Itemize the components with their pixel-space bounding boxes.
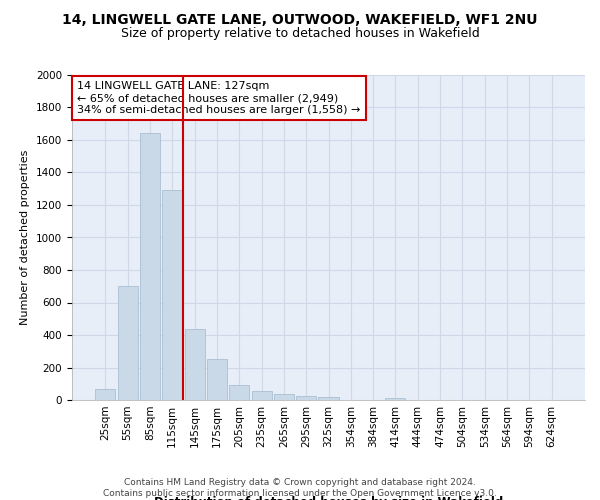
Text: Size of property relative to detached houses in Wakefield: Size of property relative to detached ho…	[121, 28, 479, 40]
Bar	[274, 394, 294, 400]
Bar	[319, 397, 338, 400]
Bar	[185, 328, 205, 400]
Bar	[118, 286, 138, 400]
X-axis label: Distribution of detached houses by size in Wakefield: Distribution of detached houses by size …	[154, 496, 503, 500]
Bar	[385, 398, 406, 400]
Bar	[162, 190, 182, 400]
Bar	[296, 396, 316, 400]
Text: Contains HM Land Registry data © Crown copyright and database right 2024.
Contai: Contains HM Land Registry data © Crown c…	[103, 478, 497, 498]
Text: 14, LINGWELL GATE LANE, OUTWOOD, WAKEFIELD, WF1 2NU: 14, LINGWELL GATE LANE, OUTWOOD, WAKEFIE…	[62, 12, 538, 26]
Text: 14 LINGWELL GATE LANE: 127sqm
← 65% of detached houses are smaller (2,949)
34% o: 14 LINGWELL GATE LANE: 127sqm ← 65% of d…	[77, 82, 361, 114]
Y-axis label: Number of detached properties: Number of detached properties	[20, 150, 31, 325]
Bar	[251, 391, 272, 400]
Bar	[229, 386, 249, 400]
Bar	[140, 134, 160, 400]
Bar	[95, 390, 115, 400]
Bar	[207, 358, 227, 400]
